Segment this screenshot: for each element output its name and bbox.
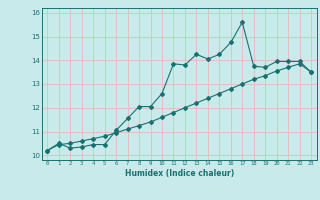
X-axis label: Humidex (Indice chaleur): Humidex (Indice chaleur) (124, 169, 234, 178)
